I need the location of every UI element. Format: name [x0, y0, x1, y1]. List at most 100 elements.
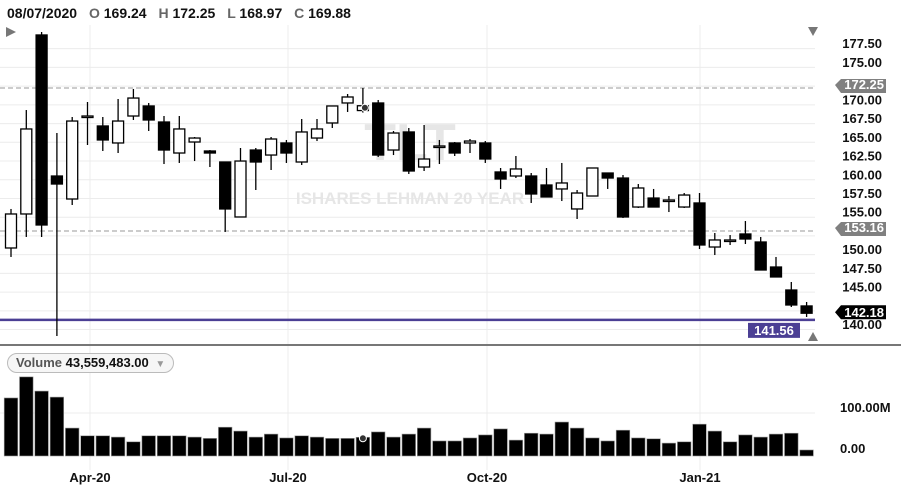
candle-body: [586, 167, 599, 197]
candle-body: [448, 142, 461, 154]
volume-bar: [554, 421, 569, 457]
candle-body: [35, 34, 48, 226]
candle-body: [800, 305, 813, 314]
grid: [0, 25, 815, 470]
volume-bar: [447, 440, 462, 457]
candle-body: [525, 175, 538, 195]
price-tick-label: 140.00: [842, 317, 882, 332]
candle: [769, 256, 783, 278]
candle: [800, 301, 813, 317]
candle: [264, 136, 278, 171]
price-tick-label: 145.00: [842, 280, 882, 295]
candle-body: [769, 266, 783, 278]
volume-bar: [187, 436, 202, 457]
candle-body: [723, 239, 737, 243]
date-tick-label: Jul-20: [269, 470, 307, 485]
candle-body: [601, 172, 614, 179]
candle-body: [387, 132, 400, 151]
candle-body: [739, 233, 752, 240]
candle: [111, 99, 125, 154]
volume-bar: [600, 440, 615, 457]
volume-bar: [248, 436, 263, 457]
candle: [66, 116, 79, 205]
low-value: 168.97: [239, 5, 283, 21]
candle-body: [219, 161, 232, 210]
candle-body: [50, 175, 64, 185]
candle: [754, 236, 767, 271]
volume-bar: [646, 438, 661, 457]
candle-body: [96, 125, 109, 141]
candle-body: [570, 192, 584, 210]
volume-bar: [707, 430, 722, 457]
candle-body: [662, 199, 676, 203]
scroll-left-top-icon[interactable]: [6, 27, 16, 37]
candle: [509, 156, 523, 179]
reference-price-tag: [835, 79, 886, 93]
reference-price-tag: [835, 221, 886, 236]
candle: [234, 147, 247, 218]
candle-body: [632, 187, 645, 208]
candle: [203, 150, 217, 168]
candle-body: [173, 128, 186, 154]
candle-body: [616, 177, 630, 218]
volume-bar: [432, 440, 447, 457]
candle: [280, 139, 293, 163]
candle-body: [754, 241, 767, 271]
volume-marker: [358, 434, 367, 443]
volume-bar: [19, 376, 34, 457]
volume-bar: [340, 438, 355, 457]
candle: [4, 208, 18, 257]
candle-body: [479, 142, 492, 160]
candle: [35, 31, 48, 237]
close-label: C: [294, 5, 305, 21]
volume-indicator-dropdown[interactable]: Volume 43,559,483.00 ▼: [7, 353, 175, 373]
volume-bar: [631, 437, 646, 457]
volume-bar: [309, 436, 325, 457]
candle: [463, 139, 477, 154]
scroll-down-icon[interactable]: [808, 27, 818, 36]
candle: [662, 196, 676, 213]
candle-body: [264, 138, 278, 156]
candle-body: [157, 121, 171, 151]
price-tick-label: 170.00: [842, 92, 882, 107]
candle: [173, 116, 186, 163]
candle-body: [509, 168, 523, 177]
candle-body: [249, 149, 262, 163]
candle-body: [66, 120, 79, 200]
scroll-up-icon[interactable]: [808, 332, 818, 341]
candle-body: [20, 128, 33, 215]
open-value: 169.24: [103, 5, 147, 21]
candle-body: [402, 131, 415, 172]
volume-bar: [65, 427, 80, 457]
price-tick-label: 167.50: [842, 111, 882, 126]
volume-label: Volume: [16, 355, 62, 370]
candle: [310, 119, 324, 142]
candle-body: [81, 115, 94, 119]
volume-bar: [416, 427, 432, 457]
low-label: L: [227, 5, 236, 21]
high-label: H: [158, 5, 169, 21]
price-tick-label: 147.50: [842, 261, 882, 276]
volume-axis: 100.00M 0.00: [840, 400, 891, 456]
candle: [341, 93, 354, 112]
volume-bar: [768, 433, 784, 457]
volume-bar: [722, 441, 738, 457]
candle-body: [555, 182, 568, 190]
price-tick-label: 160.00: [842, 167, 882, 182]
candle-body: [693, 202, 706, 246]
candle: [586, 167, 599, 197]
candle-body: [463, 140, 477, 144]
candle-body: [280, 142, 293, 154]
date-tick-label: Apr-20: [69, 470, 110, 485]
watermark-name: ISHARES LEHMAN 20 YEAR: [296, 189, 524, 208]
candle: [601, 172, 614, 189]
candle-body: [341, 96, 354, 104]
candle-body: [111, 120, 125, 144]
close-value: 169.88: [308, 5, 351, 21]
high-value: 172.25: [172, 5, 216, 21]
candle: [647, 188, 660, 208]
candle-body: [4, 213, 18, 249]
date-axis: Apr-20 Jul-20 Oct-20 Jan-21: [69, 470, 720, 485]
candle-body: [540, 184, 553, 198]
